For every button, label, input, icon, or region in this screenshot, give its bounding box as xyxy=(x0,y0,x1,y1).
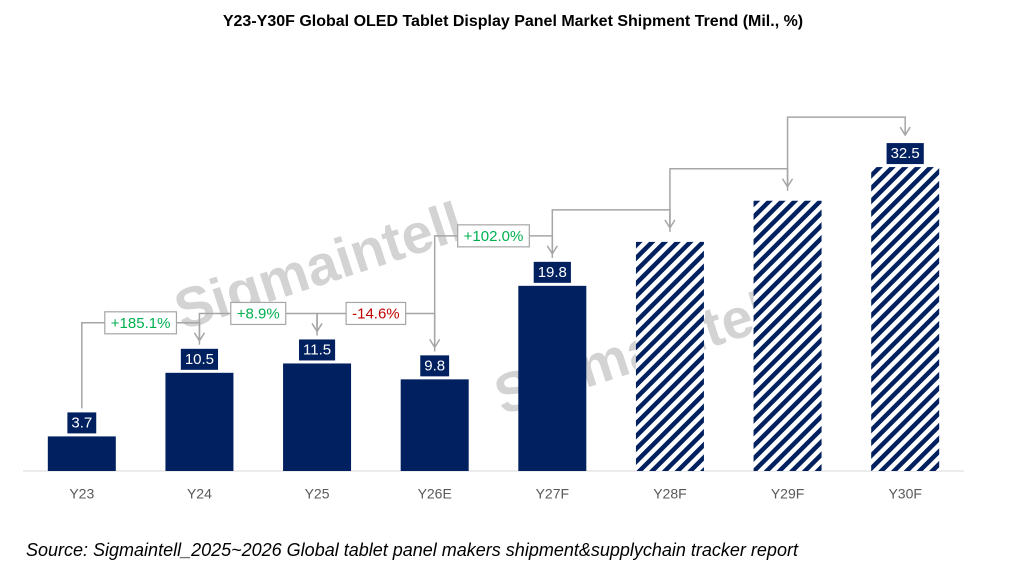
x-tick-label: Y26E xyxy=(418,486,452,502)
growth-label: +8.9% xyxy=(237,305,280,322)
watermark: Sigmaintell xyxy=(167,189,471,341)
value-label-bg xyxy=(180,348,219,370)
bar xyxy=(165,372,234,471)
growth-box xyxy=(457,224,530,248)
value-label: 3.7 xyxy=(71,414,92,431)
bar xyxy=(871,167,940,472)
x-tick-label: Y28F xyxy=(653,486,686,502)
value-label-bg xyxy=(420,355,450,377)
growth-arrow xyxy=(786,116,906,191)
bar xyxy=(635,241,704,471)
value-label: 11.5 xyxy=(303,341,331,358)
growth-box xyxy=(230,301,287,326)
bar xyxy=(518,285,587,471)
growth-box xyxy=(345,301,407,326)
bar xyxy=(283,363,352,471)
value-label-bg xyxy=(67,412,97,434)
growth-label: -14.6% xyxy=(352,305,400,322)
x-tick-label: Y30F xyxy=(888,486,921,502)
x-tick-label: Y24 xyxy=(187,486,212,502)
growth-label: +102.0% xyxy=(464,228,524,245)
bar xyxy=(47,436,116,471)
value-label: 9.8 xyxy=(424,357,445,374)
x-tick-label: Y27F xyxy=(536,486,569,502)
growth-label: +185.1% xyxy=(111,315,171,332)
growth-box xyxy=(104,311,178,335)
value-label-bg xyxy=(886,143,924,165)
x-tick-label: Y29F xyxy=(771,486,804,502)
bar xyxy=(753,200,822,471)
value-label-bg xyxy=(299,339,336,361)
source: Source: Sigmaintell_2025~2026 Global tab… xyxy=(26,540,799,560)
chart-title: Y23-Y30F Global OLED Tablet Display Pane… xyxy=(223,13,803,30)
value-label: 10.5 xyxy=(185,351,214,368)
value-label-bg xyxy=(533,261,571,283)
value-label: 32.5 xyxy=(891,145,920,162)
value-label: 19.8 xyxy=(538,264,567,281)
arrow-head xyxy=(899,126,911,137)
x-tick-label: Y25 xyxy=(305,486,330,502)
bar xyxy=(400,379,469,471)
x-tick-label: Y23 xyxy=(69,486,94,502)
